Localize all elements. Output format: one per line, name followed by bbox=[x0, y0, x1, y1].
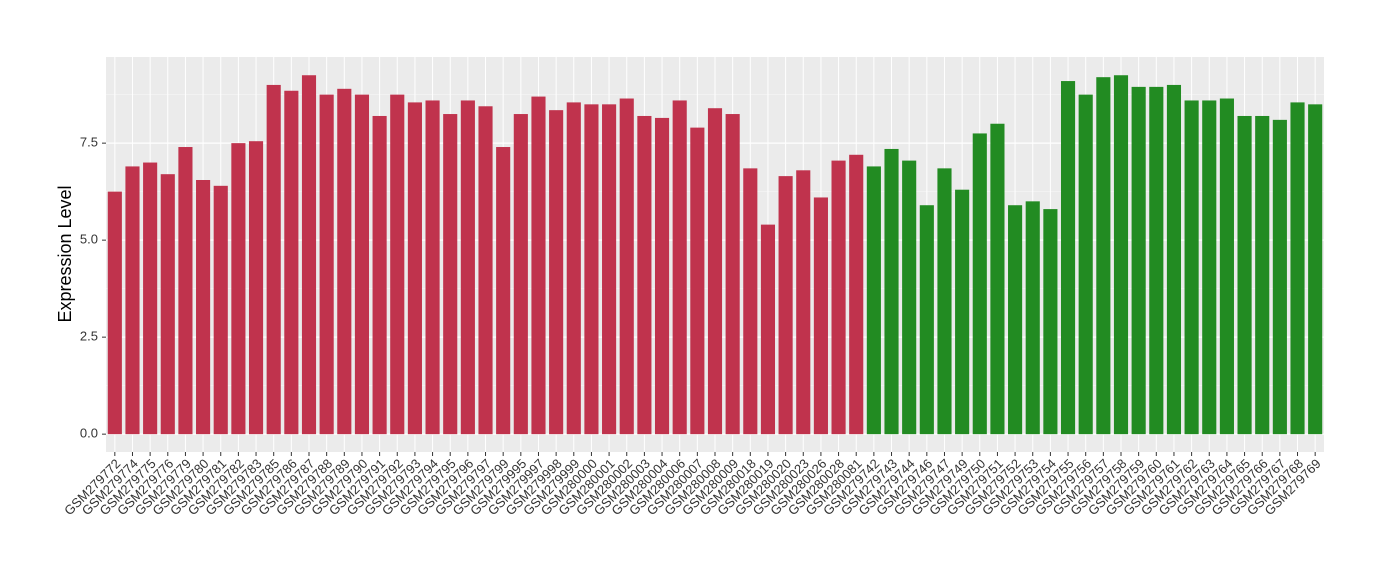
bar bbox=[831, 160, 846, 435]
bar bbox=[1008, 205, 1023, 435]
bar bbox=[390, 94, 405, 435]
bar bbox=[1272, 119, 1287, 435]
bar bbox=[143, 162, 158, 435]
bar bbox=[354, 94, 370, 435]
bar bbox=[672, 100, 687, 435]
bar bbox=[478, 106, 493, 435]
bar bbox=[107, 191, 122, 435]
bar bbox=[1184, 100, 1199, 435]
bar bbox=[284, 90, 299, 435]
bar bbox=[1219, 98, 1234, 435]
bar bbox=[919, 205, 934, 435]
bar bbox=[955, 189, 970, 435]
y-axis-title: Expression Level bbox=[55, 185, 75, 322]
y-tick-label: 2.5 bbox=[80, 329, 98, 344]
bar bbox=[407, 102, 422, 435]
bar bbox=[513, 114, 528, 435]
bar bbox=[707, 108, 723, 435]
bar bbox=[549, 110, 564, 435]
bar bbox=[937, 168, 952, 435]
bar bbox=[178, 147, 193, 435]
bar bbox=[1237, 115, 1252, 435]
bar bbox=[372, 115, 387, 435]
bar bbox=[160, 174, 175, 435]
bar bbox=[813, 197, 828, 435]
y-tick-label: 0.0 bbox=[80, 426, 98, 441]
bar bbox=[743, 168, 758, 435]
bar bbox=[337, 88, 352, 435]
bar bbox=[213, 185, 228, 435]
bar bbox=[849, 154, 864, 435]
bar bbox=[778, 176, 793, 435]
y-tick-label: 5.0 bbox=[80, 232, 98, 247]
bar bbox=[1113, 75, 1129, 435]
bar bbox=[584, 104, 599, 435]
bar bbox=[1025, 201, 1040, 435]
bar bbox=[725, 114, 740, 435]
bar bbox=[796, 170, 811, 435]
bar bbox=[1060, 81, 1076, 435]
bar bbox=[1149, 86, 1164, 435]
bar bbox=[690, 127, 705, 435]
bar bbox=[425, 100, 440, 435]
bar bbox=[866, 166, 881, 435]
bar bbox=[1202, 100, 1217, 435]
bar bbox=[1166, 84, 1182, 435]
bar bbox=[1308, 104, 1323, 435]
bar bbox=[531, 96, 546, 435]
bar bbox=[566, 102, 581, 435]
bar bbox=[460, 100, 475, 435]
bar bbox=[248, 141, 264, 435]
bar bbox=[496, 147, 511, 435]
bar bbox=[972, 133, 987, 435]
bar bbox=[443, 114, 458, 435]
bar bbox=[301, 75, 317, 435]
bar bbox=[1255, 115, 1270, 435]
bar bbox=[1131, 86, 1146, 435]
bar bbox=[319, 94, 334, 435]
bar bbox=[1043, 209, 1058, 435]
bar bbox=[125, 166, 140, 435]
bar bbox=[602, 104, 617, 435]
y-tick-label: 7.5 bbox=[80, 135, 98, 150]
bar bbox=[760, 224, 776, 435]
bar bbox=[1078, 94, 1093, 435]
bar bbox=[1096, 77, 1111, 435]
bar bbox=[266, 84, 281, 435]
bar bbox=[990, 123, 1005, 435]
bar bbox=[884, 148, 899, 435]
bar bbox=[196, 180, 211, 435]
bar bbox=[902, 160, 917, 435]
bar bbox=[1290, 102, 1305, 435]
bar bbox=[231, 143, 246, 435]
bar bbox=[637, 115, 652, 435]
bar bbox=[654, 117, 670, 435]
bar bbox=[619, 98, 634, 435]
